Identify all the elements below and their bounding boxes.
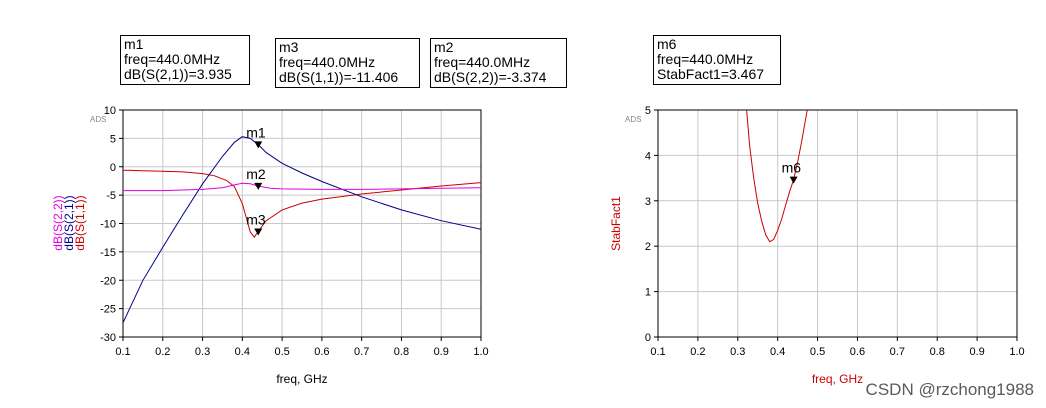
watermark: CSDN @rzchong1988 <box>865 380 1034 399</box>
x-tick-label: 0.3 <box>730 346 745 358</box>
marker-value: StabFact1=3.467 <box>657 66 765 82</box>
marker-name: m2 <box>434 39 454 55</box>
y-tick-label: 0 <box>645 332 651 344</box>
marker-freq: freq=440.0MHz <box>434 54 531 70</box>
marker-triangle-m1 <box>254 141 263 149</box>
x-tick-label: 0.2 <box>690 346 705 358</box>
x-tick-label: 0.1 <box>115 346 130 358</box>
marker-value: dB(S(1,1))=-11.406 <box>279 69 399 85</box>
x-tick-label: 0.6 <box>850 346 865 358</box>
plot-frame <box>657 109 1018 338</box>
y-tick-label: -25 <box>100 304 116 316</box>
y-tick-label: -30 <box>100 332 116 344</box>
marker-triangle-m2 <box>254 182 263 190</box>
y-tick-label: 5 <box>110 133 116 145</box>
x-tick-label: 0.8 <box>930 346 945 358</box>
x-tick-label: 0.7 <box>354 346 369 358</box>
marker-name: m1 <box>124 36 144 52</box>
y-axis-label: StabFact1 <box>609 196 623 251</box>
marker-freq: freq=440.0MHz <box>124 51 221 67</box>
marker-freq: freq=440.0MHz <box>657 51 754 67</box>
y-tick-label: 3 <box>645 196 651 208</box>
marker-triangle-m3 <box>254 228 263 236</box>
x-tick-label: 0.6 <box>314 346 329 358</box>
series-line-db-s-1-1 <box>123 169 481 238</box>
y-tick-label: 4 <box>645 150 651 162</box>
marker-name: m6 <box>657 36 677 52</box>
marker-value: dB(S(2,1))=3.935 <box>124 66 232 82</box>
x-axis-label: freq, GHz <box>276 372 327 386</box>
marker-box-m3[interactable]: m3 freq=440.0MHz dB(S(1,1))=-11.406 <box>275 38 420 88</box>
x-tick-label: 0.2 <box>155 346 170 358</box>
y-tick-label: -20 <box>100 275 116 287</box>
y-tick-label: 0 <box>110 162 116 174</box>
x-tick-label: 0.4 <box>235 346 250 358</box>
marker-freq: freq=440.0MHz <box>279 54 376 70</box>
marker-label-m1: m1 <box>246 124 266 140</box>
x-tick-label: 0.4 <box>770 346 785 358</box>
series-line-db-s-2-1 <box>123 136 481 324</box>
marker-name: m3 <box>279 39 299 55</box>
y-tick-label: 10 <box>104 105 116 117</box>
x-tick-label: 0.1 <box>650 346 665 358</box>
corner-label: ADS <box>90 115 106 124</box>
marker-label-m2: m2 <box>246 166 266 182</box>
legend-entry: dB(S(2,2)) <box>51 195 65 250</box>
y-tick-label: -10 <box>100 219 116 231</box>
marker-box-m6[interactable]: m6 freq=440.0MHz StabFact1=3.467 <box>653 35 781 85</box>
y-tick-label: -15 <box>100 247 116 259</box>
y-tick-label: 1 <box>645 287 651 299</box>
x-tick-label: 0.9 <box>434 346 449 358</box>
series-line-stabfact1 <box>746 110 808 243</box>
x-tick-label: 0.7 <box>890 346 905 358</box>
legend-entry: dB(S(1,1)) <box>73 195 87 250</box>
x-tick-label: 0.8 <box>394 346 409 358</box>
y-tick-label: -5 <box>106 190 116 202</box>
x-tick-label: 0.3 <box>195 346 210 358</box>
x-tick-label: 1.0 <box>1009 346 1024 358</box>
marker-box-m2[interactable]: m2 freq=440.0MHz dB(S(2,2))=-3.374 <box>430 38 567 88</box>
y-tick-label: 2 <box>645 241 651 253</box>
x-tick-label: 1.0 <box>473 346 488 358</box>
legend-entry: dB(S(2,1)) <box>62 195 76 250</box>
x-tick-label: 0.9 <box>969 346 984 358</box>
x-tick-label: 0.5 <box>274 346 289 358</box>
x-axis-label: freq, GHz <box>812 372 863 386</box>
marker-label-m6: m6 <box>782 160 802 176</box>
marker-triangle-m6 <box>789 176 798 184</box>
y-tick-label: 5 <box>645 105 651 117</box>
marker-label-m3: m3 <box>246 211 266 227</box>
marker-value: dB(S(2,2))=-3.374 <box>434 69 547 85</box>
corner-label: ADS <box>625 115 641 124</box>
marker-box-m1[interactable]: m1 freq=440.0MHz dB(S(2,1))=3.935 <box>120 35 250 85</box>
x-tick-label: 0.5 <box>810 346 825 358</box>
